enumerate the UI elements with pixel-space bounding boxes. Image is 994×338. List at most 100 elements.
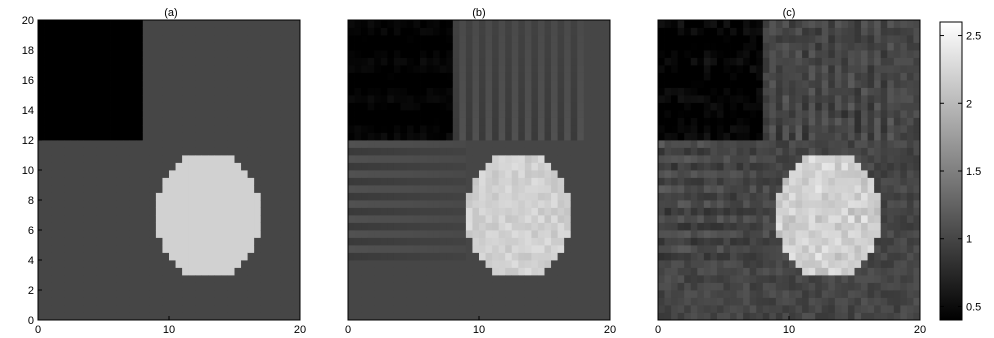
heatmap-cell — [221, 155, 229, 163]
heatmap-cell — [690, 200, 698, 208]
heatmap-cell — [524, 102, 532, 111]
heatmap-cell — [762, 125, 770, 133]
heatmap-cell — [847, 305, 855, 313]
heatmap-cell — [77, 155, 85, 163]
heatmap-cell — [260, 95, 268, 103]
heatmap-cell — [241, 222, 248, 231]
heatmap-cell — [518, 95, 526, 103]
heatmap-cell — [697, 65, 705, 73]
heatmap-cell — [348, 27, 355, 36]
heatmap-cell — [103, 207, 111, 216]
heatmap-cell — [116, 237, 124, 246]
heatmap-cell — [465, 215, 473, 223]
heatmap-cell — [492, 162, 500, 171]
heatmap-cell — [393, 87, 401, 96]
heatmap-cell — [64, 312, 72, 321]
heatmap-cell — [684, 140, 692, 148]
heatmap-cell — [280, 267, 288, 276]
heatmap-cell — [367, 252, 375, 261]
heatmap-cell — [406, 80, 414, 88]
heatmap-cell — [116, 275, 124, 283]
heatmap-cell — [736, 177, 744, 186]
heatmap-cell — [452, 260, 460, 268]
heatmap-cell — [710, 192, 718, 201]
heatmap-cell — [551, 297, 558, 306]
heatmap-cell — [110, 65, 117, 73]
heatmap-cell — [406, 102, 414, 111]
heatmap-cell — [70, 237, 78, 246]
heatmap-cell — [260, 162, 268, 171]
heatmap-cell — [671, 170, 679, 178]
heatmap-cell — [557, 95, 565, 103]
heatmap-cell — [769, 290, 777, 298]
heatmap-cell — [524, 27, 532, 36]
heatmap-cell — [57, 72, 65, 81]
heatmap-cell — [583, 282, 591, 291]
heatmap-cell — [557, 57, 565, 66]
heatmap-cell — [175, 155, 183, 163]
heatmap-cell — [136, 27, 144, 36]
heatmap-cell — [485, 282, 493, 291]
heatmap-cell — [564, 20, 572, 28]
heatmap-cell — [433, 170, 441, 178]
heatmap-cell — [769, 207, 777, 216]
heatmap-cell — [214, 117, 222, 126]
heatmap-cell — [498, 140, 506, 148]
heatmap-cell — [201, 87, 209, 96]
heatmap-cell — [433, 140, 441, 148]
heatmap-cell — [90, 27, 98, 36]
heatmap-cell — [459, 162, 467, 171]
heatmap-cell — [123, 312, 131, 321]
heatmap-cell — [221, 102, 229, 111]
heatmap-cell — [841, 102, 849, 111]
heatmap-cell — [149, 207, 157, 216]
heatmap-cell — [51, 237, 59, 246]
heatmap-cell — [906, 162, 914, 171]
heatmap-cell — [286, 305, 294, 313]
heatmap-cell — [64, 125, 72, 133]
heatmap-cell — [400, 230, 408, 238]
heatmap-cell — [459, 312, 467, 321]
heatmap-cell — [716, 312, 724, 321]
heatmap-cell — [260, 290, 268, 298]
heatmap-cell — [208, 185, 216, 193]
heatmap-cell — [433, 192, 441, 201]
heatmap-cell — [664, 65, 672, 73]
heatmap-cell — [380, 275, 388, 283]
heatmap-cell — [769, 162, 777, 171]
heatmap-cell — [70, 267, 78, 276]
heatmap-cell — [393, 245, 401, 253]
heatmap-cell — [913, 65, 921, 73]
heatmap-cell — [459, 57, 467, 66]
heatmap-cell — [531, 222, 539, 231]
heatmap-cell — [479, 297, 486, 306]
heatmap-cell — [57, 162, 65, 171]
heatmap-cell — [221, 237, 229, 246]
heatmap-cell — [900, 230, 908, 238]
heatmap-cell — [208, 230, 216, 238]
heatmap-cell — [847, 125, 855, 133]
heatmap-cell — [293, 252, 301, 261]
heatmap-cell — [426, 237, 434, 246]
heatmap-cell — [459, 260, 467, 268]
heatmap-cell — [684, 50, 692, 58]
heatmap-cell — [96, 170, 104, 178]
heatmap-cell — [227, 177, 235, 186]
heatmap-cell — [348, 155, 355, 163]
heatmap-cell — [426, 155, 434, 163]
heatmap-cell — [367, 185, 375, 193]
heatmap-cell — [195, 65, 203, 73]
heatmap-cell — [828, 170, 836, 178]
heatmap-cell — [723, 275, 731, 283]
heatmap-cell — [195, 245, 203, 253]
heatmap-cell — [348, 57, 355, 66]
heatmap-cell — [267, 155, 275, 163]
heatmap-cell — [123, 155, 131, 163]
heatmap-cell — [70, 200, 78, 208]
heatmap-cell — [64, 290, 72, 298]
heatmap-cell — [51, 207, 59, 216]
heatmap-cell — [544, 207, 552, 216]
heatmap-cell — [557, 185, 565, 193]
heatmap-cell — [880, 50, 888, 58]
heatmap-cell — [511, 282, 519, 291]
